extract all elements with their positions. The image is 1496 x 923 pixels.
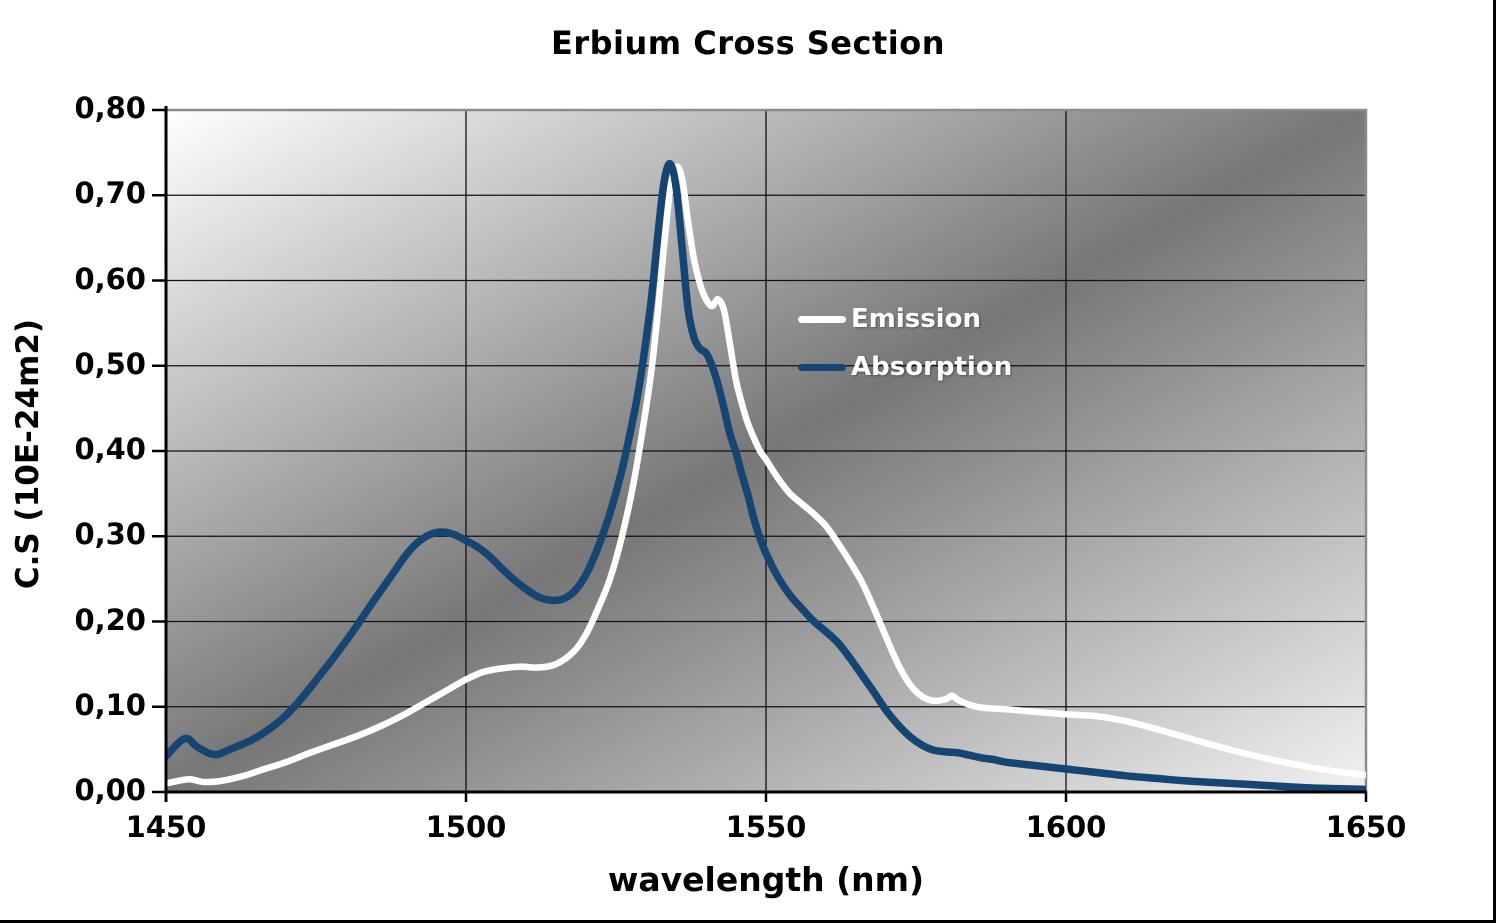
emission-line-swatch bbox=[798, 315, 846, 323]
series-line-absorption bbox=[166, 159, 1366, 794]
x-tick-label: 1600 bbox=[1025, 810, 1107, 844]
y-tick-label: 0,10 bbox=[74, 687, 146, 722]
x-tick-label: 1650 bbox=[1325, 810, 1407, 844]
y-tick-label: 0,80 bbox=[74, 91, 146, 125]
y-tick-label: 0,30 bbox=[74, 517, 146, 552]
y-tick-label: 0,50 bbox=[74, 346, 146, 381]
legend: Emission Absorption bbox=[798, 295, 1012, 391]
y-tick-label: 0,00 bbox=[74, 773, 146, 807]
y-tick-label: 0,20 bbox=[74, 602, 146, 637]
series-line-emission bbox=[166, 163, 1366, 787]
y-tick-label: 0,70 bbox=[74, 176, 146, 211]
y-tick-label: 0,60 bbox=[74, 261, 146, 296]
x-axis-title: wavelength (nm) bbox=[607, 860, 925, 899]
x-tick-label: 1500 bbox=[425, 810, 507, 844]
legend-item-emission: Emission bbox=[798, 295, 1012, 343]
y-tick-label: 0,40 bbox=[74, 432, 146, 466]
x-tick-label: 1450 bbox=[125, 810, 207, 844]
legend-label-emission: Emission bbox=[851, 304, 981, 334]
legend-label-absorption: Absorption bbox=[851, 352, 1013, 382]
chart-title: Erbium Cross Section bbox=[550, 24, 945, 62]
x-tick-label: 1550 bbox=[725, 810, 807, 844]
y-axis-title: C.S (10E-24m2) bbox=[10, 318, 46, 590]
legend-item-absorption: Absorption bbox=[798, 343, 1012, 391]
absorption-line-swatch bbox=[798, 363, 846, 371]
